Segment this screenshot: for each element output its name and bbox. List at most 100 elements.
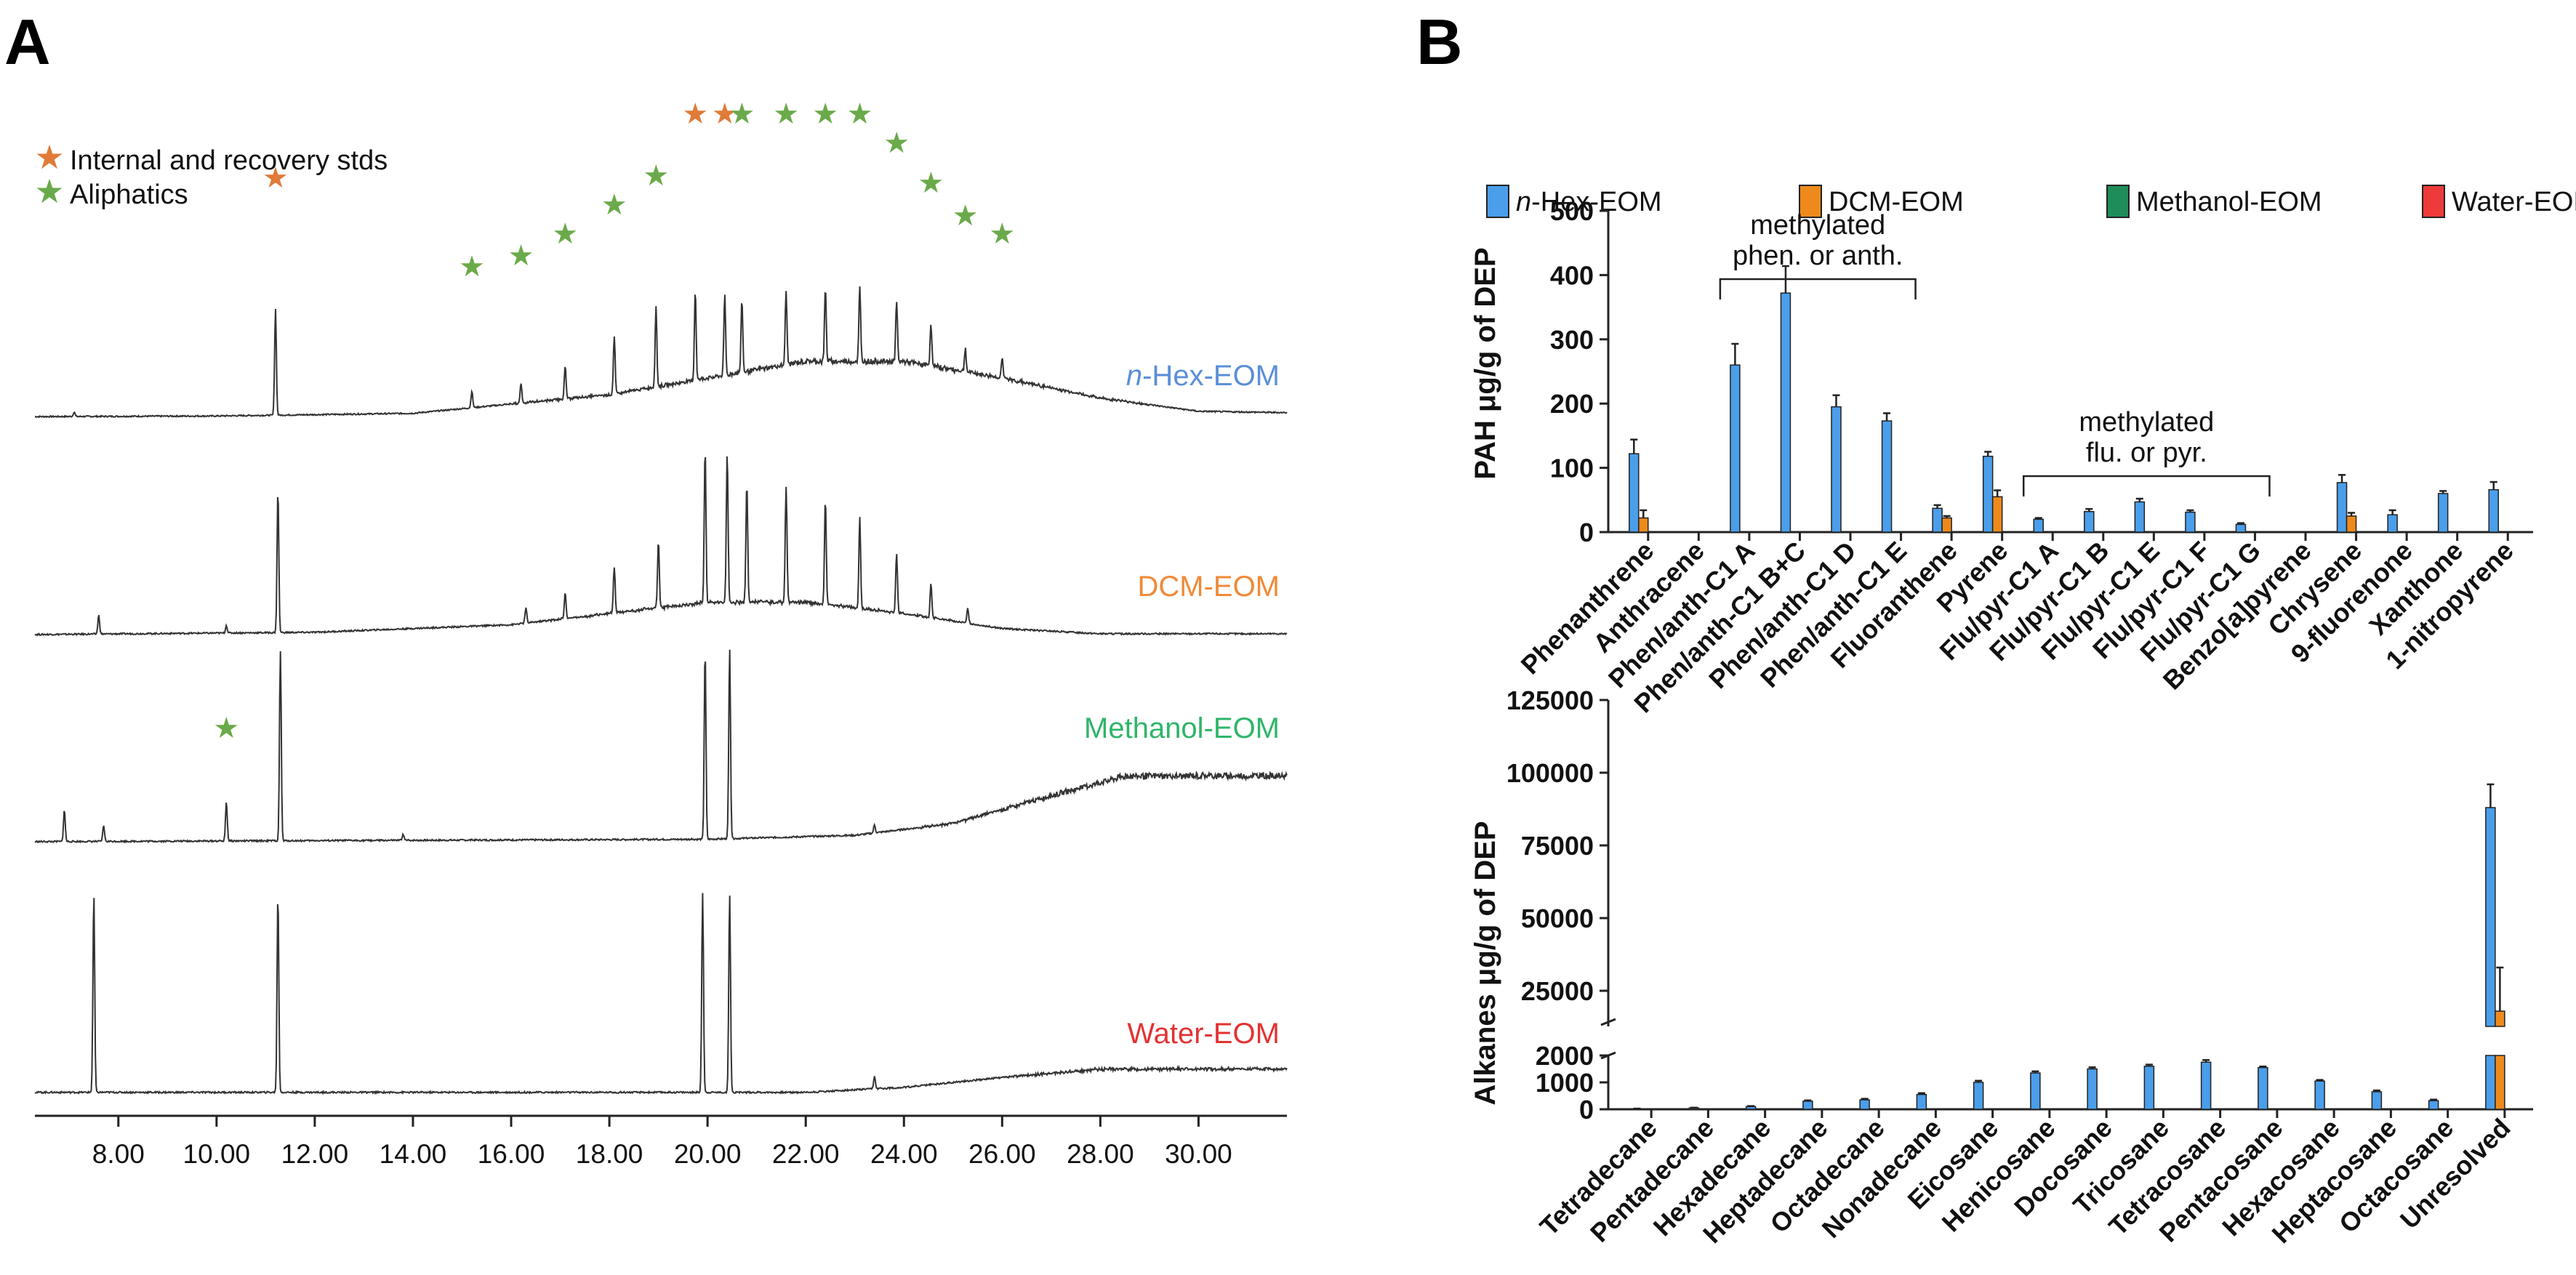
pah-bar: [2134, 501, 2146, 533]
pah-y-axis-title: PAH μg/g of DEP: [1469, 247, 1501, 479]
x-tick-label: 12.00: [281, 1139, 349, 1169]
alk-y-tick-label: 75000: [1521, 831, 1594, 861]
pah-bar: [2033, 518, 2044, 533]
peak-star-icon: ★: [773, 98, 799, 130]
peak-star-icon: ★: [729, 98, 755, 130]
legend-label-italic: n: [1516, 187, 1531, 217]
legend-label: DCM-EOM: [1829, 187, 1964, 217]
x-tick-label: 24.00: [870, 1139, 938, 1169]
peak-star-icon: ★: [459, 251, 485, 283]
pah-bar: [1941, 517, 1952, 533]
alk-bar: [1916, 1093, 1927, 1110]
alk-bar: [1745, 1106, 1757, 1110]
peak-star-icon: ★: [682, 98, 708, 130]
pah-bar: [2185, 511, 2196, 533]
alk-bar: [1859, 1099, 1870, 1110]
trace-label-hex: n-Hex-EOM: [1126, 360, 1280, 392]
peak-star-icon: ★: [952, 200, 979, 232]
legend-swatch: [2106, 185, 2130, 218]
alk-y-tick-label: 50000: [1521, 904, 1594, 933]
alk-bar-lower: [2495, 1055, 2505, 1110]
pah-bar: [1831, 406, 1842, 533]
alk-y-tick-label: 100000: [1506, 758, 1594, 788]
legend-label-text: Methanol-EOM: [2136, 187, 2322, 217]
chromatogram-methanol-eom: [34, 649, 1288, 844]
legend-label-text: DCM-EOM: [1829, 187, 1964, 217]
legend-swatch: [1799, 185, 1822, 218]
pah-bar: [1629, 453, 1640, 533]
pah-y-tick-label: 400: [1550, 260, 1594, 290]
alk-bar: [2371, 1091, 2383, 1110]
x-tick-label: 10.00: [183, 1139, 251, 1169]
annotation-bracket: [1719, 278, 1917, 299]
x-tick-label: 8.00: [92, 1139, 145, 1169]
peak-star-icon: ★: [918, 167, 944, 199]
annotation-text: methylated: [1750, 210, 1885, 241]
alk-bar-upper: [2485, 807, 2496, 1027]
peak-star-icon: ★: [508, 240, 534, 272]
pah-bar: [2235, 523, 2247, 533]
alkanes-bar-chart: 010002000250005000075000100000125000Tetr…: [1506, 685, 2533, 1249]
chromatogram-traces: [34, 286, 1288, 1095]
x-tick-label: 26.00: [968, 1139, 1036, 1169]
legend-label-text: Water-EOM: [2452, 187, 2576, 217]
peak-star-icon: ★: [213, 712, 239, 744]
pah-bar: [2387, 514, 2398, 533]
alk-y-tick-label: 2000: [1536, 1041, 1594, 1071]
peak-star-icon: ★: [883, 127, 910, 159]
pah-y-tick-label: 0: [1579, 518, 1594, 547]
peak-stars: ★★ ★★★★★ ★★ ★ ★ ★★★★★★: [213, 98, 1015, 744]
alk-bar: [2258, 1066, 2268, 1110]
peak-star-icon: ★: [601, 189, 627, 221]
peak-star-icon: ★: [812, 98, 838, 130]
panel-a-x-axis: 8.00 10.00 12.00 14.00 16.00 18.00 20.00 22.00 2…: [35, 1114, 1287, 1169]
pah-bar: [1991, 496, 2003, 533]
trace-label-methanol: Methanol-EOM: [1084, 712, 1280, 744]
panel-b-legend: n-Hex-EOM DCM-EOM Methanol-EOM Water-EOM: [1486, 185, 2576, 218]
x-tick-label: 16.00: [478, 1139, 545, 1169]
x-tick-label: 14.00: [380, 1139, 447, 1169]
trace-label-dcm: DCM-EOM: [1137, 571, 1280, 603]
pah-y-tick-label: 500: [1550, 196, 1594, 226]
legend-label-internal: Internal and recovery stds: [70, 145, 388, 176]
legend-label-text: -Hex-EOM: [1531, 187, 1661, 217]
legend-star-icon-aliphatics: ★: [34, 172, 64, 210]
alk-bar: [2428, 1100, 2439, 1110]
chromatogram-dcm-eom: [34, 456, 1288, 637]
pah-bar: [1730, 364, 1741, 533]
pah-bar: [2336, 482, 2348, 533]
pah-y-tick-label: 100: [1550, 454, 1594, 483]
x-tick-label: 22.00: [772, 1139, 840, 1169]
pah-y-tick-label: 300: [1550, 325, 1594, 355]
alk-y-tick-label: 25000: [1521, 976, 1594, 1006]
annotation-text: flu. or pyr.: [2086, 438, 2207, 468]
chromatogram-n-hex-eom: [34, 286, 1288, 419]
legend-swatch: [1486, 185, 1509, 218]
legend-label: Methanol-EOM: [2136, 187, 2322, 217]
pah-bar: [2437, 493, 2449, 533]
legend-star-icon-internal: ★: [34, 138, 64, 176]
annotation-text: phen. or anth.: [1733, 241, 1903, 271]
peak-star-icon: ★: [643, 160, 669, 192]
peak-star-icon: ★: [712, 98, 738, 130]
pah-bar: [1780, 292, 1791, 533]
peak-star-icon: ★: [847, 98, 873, 130]
alk-bar: [2314, 1080, 2325, 1110]
peak-star-icon: ★: [262, 162, 289, 194]
legend-label: n-Hex-EOM: [1516, 187, 1662, 217]
annotation-text: methylated: [2079, 407, 2214, 438]
legend-swatch: [2422, 185, 2445, 218]
pah-bar: [2084, 510, 2095, 533]
alk-bar: [2143, 1066, 2155, 1110]
x-tick-label: 28.00: [1067, 1139, 1134, 1169]
alk-y-tick-label: 0: [1579, 1095, 1594, 1125]
alk-bar-upper: [2495, 1010, 2505, 1027]
panel-a-legend: ★ Internal and recovery stds ★ Aliphatic…: [34, 138, 388, 210]
chromatogram-water-eom: [34, 893, 1288, 1095]
pah-bar: [1982, 455, 1994, 533]
peak-star-icon: ★: [552, 218, 578, 250]
alk-y-tick-label: 125000: [1506, 685, 1594, 715]
trace-label-water: Water-EOM: [1127, 1018, 1280, 1050]
alkanes-y-axis-title: Alkanes μg/g of DEP: [1469, 821, 1501, 1105]
